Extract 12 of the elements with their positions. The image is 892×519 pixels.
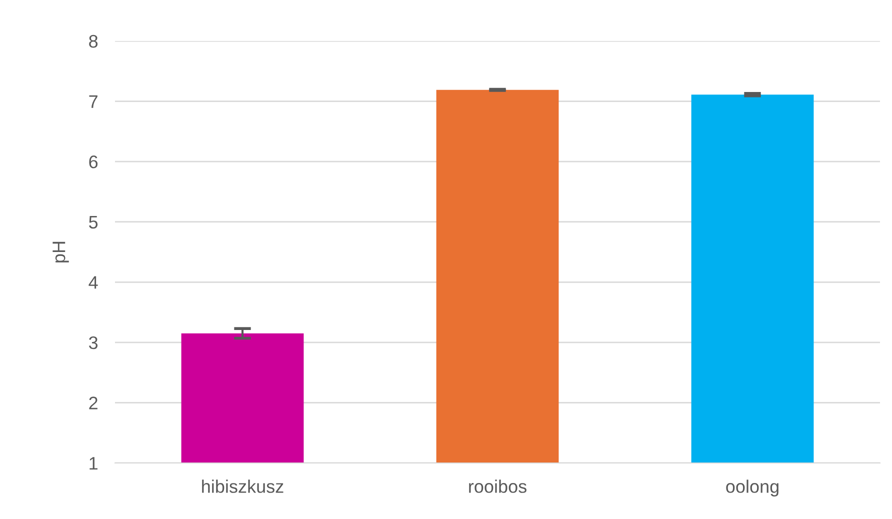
y-tick-label: 5: [89, 216, 98, 229]
y-tick-label: 4: [88, 276, 98, 289]
x-tick-label: oolong: [726, 480, 778, 496]
y-axis-title: pH: [52, 242, 69, 262]
y-tick-label: 8: [89, 34, 98, 48]
y-tick-label: 7: [89, 95, 98, 108]
y-tick-label: 6: [89, 156, 98, 168]
y-tick-label: 3: [88, 336, 98, 350]
x-tick-label: rooibos: [469, 480, 526, 493]
x-tick-label: hibiszkusz: [202, 480, 284, 493]
y-tick-label: 2: [89, 396, 98, 410]
y-tick-label: 1: [90, 457, 98, 470]
